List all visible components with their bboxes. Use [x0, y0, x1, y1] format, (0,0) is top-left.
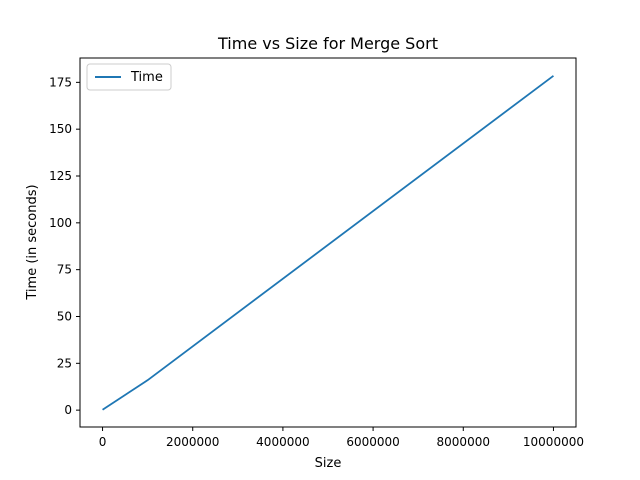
y-tick-label: 100 — [49, 216, 72, 230]
y-tick-label: 0 — [64, 403, 72, 417]
x-tick-label: 10000000 — [523, 435, 584, 449]
chart-title: Time vs Size for Merge Sort — [217, 34, 438, 53]
y-tick-label: 25 — [57, 356, 72, 370]
y-tick-label: 125 — [49, 169, 72, 183]
y-tick-label: 50 — [57, 309, 72, 323]
x-tick-label: 0 — [99, 435, 107, 449]
plot-frame — [79, 57, 577, 428]
plot-area — [79, 57, 577, 428]
x-tick-label: 4000000 — [256, 435, 309, 449]
x-tick-label: 8000000 — [437, 435, 490, 449]
x-tick-label: 6000000 — [346, 435, 399, 449]
x-tick-label: 2000000 — [166, 435, 219, 449]
x-axis-label: Size — [315, 456, 342, 471]
legend: Time — [86, 63, 172, 91]
legend-series-label: Time — [130, 70, 163, 85]
y-tick-label: 175 — [49, 75, 72, 89]
y-tick-label: 150 — [49, 122, 72, 136]
series-layer — [102, 75, 554, 411]
y-axis: 0 25 50 75 100 125 150 175 — [49, 75, 80, 417]
y-axis-label: Time (in seconds) — [25, 184, 40, 300]
series-line-time — [102, 75, 554, 411]
y-tick-label: 75 — [57, 263, 72, 277]
legend-box — [86, 63, 172, 91]
x-axis: 0 2000000 4000000 6000000 8000000 10000000 — [99, 427, 584, 449]
